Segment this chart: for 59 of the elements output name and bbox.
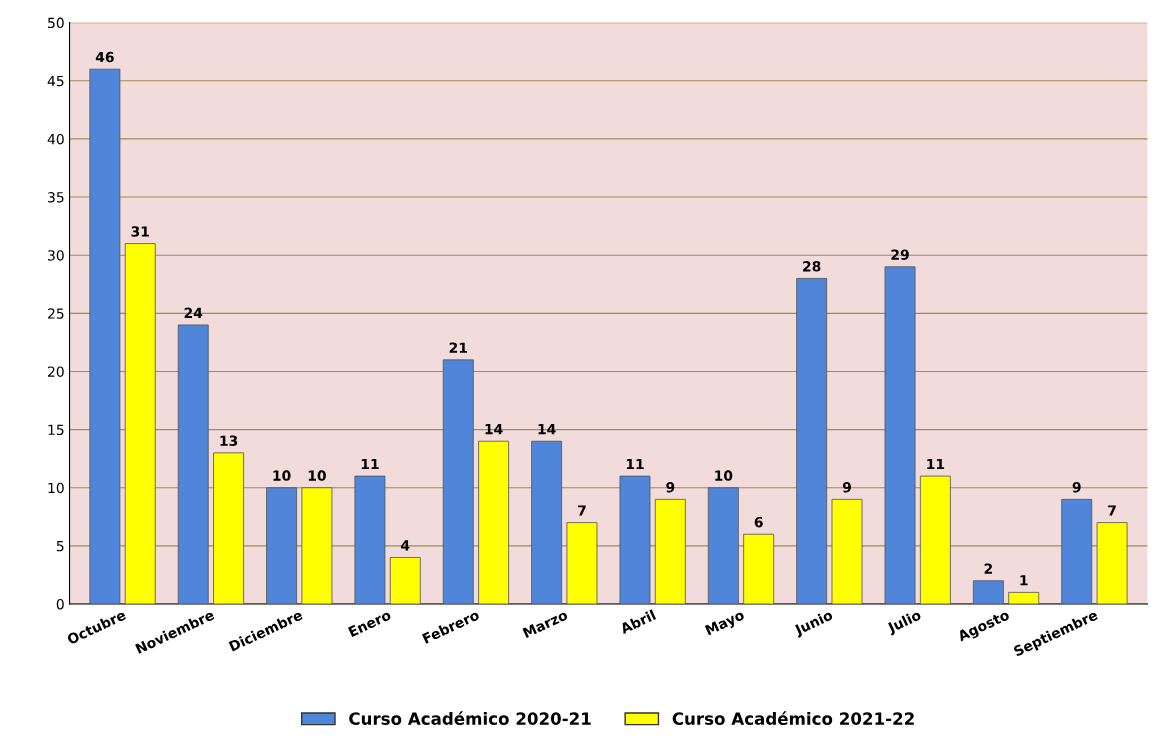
y-tick-label: 35 xyxy=(48,192,64,203)
bar xyxy=(531,440,563,604)
data-label: 46 xyxy=(95,51,114,63)
bar xyxy=(796,278,828,604)
legend-label: Curso Académico 2020-21 xyxy=(349,711,591,725)
data-label: 7 xyxy=(1108,505,1116,516)
data-label: 10 xyxy=(273,470,291,481)
y-tick-label: 10 xyxy=(48,482,64,494)
data-label: 31 xyxy=(131,226,149,237)
data-label: 10 xyxy=(715,470,733,481)
data-label: 9 xyxy=(666,482,675,493)
bar xyxy=(972,580,1004,604)
data-label: 9 xyxy=(1072,482,1081,493)
y-tick-label: 40 xyxy=(47,133,64,145)
y-tick-label: 45 xyxy=(47,75,64,87)
y-tick-label: 50 xyxy=(48,17,64,29)
bar xyxy=(177,324,209,604)
data-label: 6 xyxy=(754,516,763,528)
bar xyxy=(831,498,863,604)
bar xyxy=(1008,591,1040,604)
data-label: 7 xyxy=(578,505,586,516)
bar xyxy=(89,68,121,604)
bar xyxy=(919,475,951,604)
bar xyxy=(478,440,510,604)
bar xyxy=(354,475,386,604)
bar xyxy=(1096,522,1128,604)
bar xyxy=(654,498,686,604)
bar xyxy=(619,475,651,604)
bar xyxy=(707,487,739,604)
y-tick-label: 15 xyxy=(48,424,64,436)
data-label: 28 xyxy=(803,261,821,272)
bar xyxy=(442,359,474,604)
bar xyxy=(884,266,916,604)
data-label: 4 xyxy=(401,540,410,551)
bar xyxy=(301,487,333,604)
y-tick-label: 30 xyxy=(48,250,64,261)
data-label: 21 xyxy=(449,342,467,353)
legend-label: Curso Académico 2021-22 xyxy=(672,711,914,725)
bar xyxy=(266,487,298,604)
y-tick-label: 20 xyxy=(48,366,64,377)
data-label: 1 xyxy=(1020,575,1028,586)
data-label: 11 xyxy=(927,458,945,470)
bar xyxy=(213,452,245,604)
y-tick-label: 25 xyxy=(48,308,64,319)
y-tick-label: 0 xyxy=(56,598,64,610)
bar xyxy=(389,557,421,604)
data-label: 10 xyxy=(308,470,326,481)
data-label: 13 xyxy=(220,435,238,446)
data-label: 29 xyxy=(891,249,909,260)
data-label: 9 xyxy=(842,482,851,493)
bar xyxy=(124,243,156,604)
y-tick-label: 5 xyxy=(56,541,64,552)
bar xyxy=(566,522,598,604)
bar xyxy=(1061,498,1093,604)
data-label: 11 xyxy=(361,458,379,470)
x-tick-label: Mayo xyxy=(704,609,747,638)
bar xyxy=(743,533,775,604)
data-label: 2 xyxy=(984,563,993,574)
data-label: 11 xyxy=(626,458,644,470)
